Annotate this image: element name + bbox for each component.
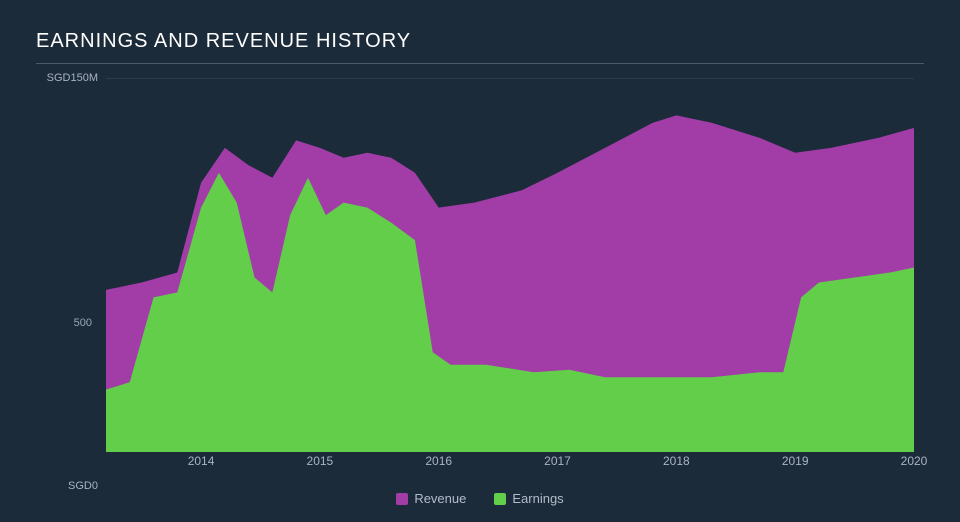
plot-area — [106, 78, 914, 452]
y-axis-label-clipped: 500 — [74, 317, 92, 329]
legend-label: Revenue — [414, 491, 466, 506]
y-axis-label: SGD150M — [47, 72, 98, 84]
chart-body: 2014201520162017201820192020 RevenueEarn… — [36, 78, 924, 512]
x-axis-label: 2020 — [901, 454, 928, 468]
area-svg — [106, 78, 914, 452]
legend-item-earnings: Earnings — [494, 491, 563, 506]
x-axis-label: 2016 — [425, 454, 452, 468]
x-axis-labels: 2014201520162017201820192020 — [106, 454, 914, 474]
legend-swatch — [396, 493, 408, 505]
legend: Revenue Earnings — [36, 491, 924, 506]
legend-item-revenue: Revenue — [396, 491, 466, 506]
x-axis-label: 2017 — [544, 454, 571, 468]
chart-container: EARNINGS AND REVENUE HISTORY 2014 2015 201… — [0, 0, 960, 522]
chart-title: EARNINGS AND REVENUE HISTORY — [36, 30, 924, 64]
x-axis-label: 2019 — [782, 454, 809, 468]
y-axis-label: SGD0 — [68, 480, 98, 492]
legend-label: Earnings — [512, 491, 563, 506]
x-axis-label: 2018 — [663, 454, 690, 468]
x-axis-label: 2015 — [307, 454, 334, 468]
x-axis-label: 2014 — [188, 454, 215, 468]
legend-swatch — [494, 493, 506, 505]
